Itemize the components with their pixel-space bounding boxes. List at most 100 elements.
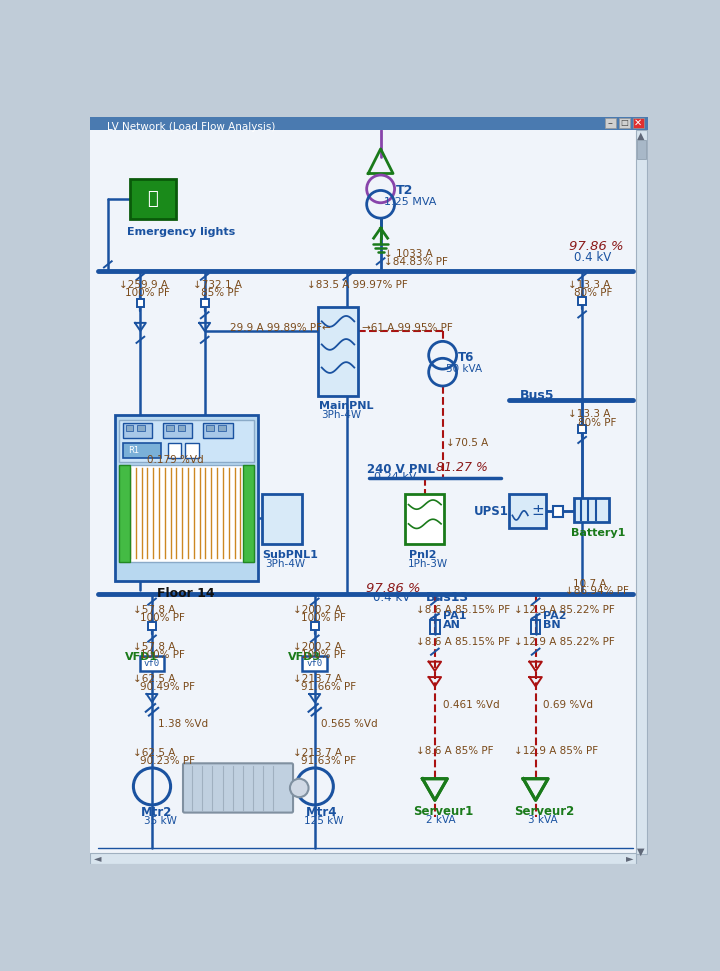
Polygon shape <box>423 779 447 800</box>
Bar <box>168 443 181 458</box>
Text: □: □ <box>620 118 628 127</box>
Text: 100% PF: 100% PF <box>125 288 170 298</box>
Bar <box>405 494 444 544</box>
Text: 50 kVA: 50 kVA <box>446 364 482 375</box>
Bar <box>243 465 253 561</box>
Text: ◄: ◄ <box>94 854 102 863</box>
Bar <box>201 299 209 307</box>
Text: T6: T6 <box>458 352 474 364</box>
Text: 81.27 %: 81.27 % <box>436 461 488 475</box>
Text: Serveur2: Serveur2 <box>514 805 574 818</box>
Bar <box>554 506 563 517</box>
Text: VFD3: VFD3 <box>287 653 320 662</box>
Text: 2 kVA: 2 kVA <box>426 815 455 825</box>
Bar <box>578 297 586 305</box>
Bar <box>126 425 133 431</box>
Bar <box>114 416 258 581</box>
Text: 10.7 A: 10.7 A <box>573 579 606 588</box>
Text: 1Ph-3W: 1Ph-3W <box>408 559 448 569</box>
Text: 100% PF: 100% PF <box>140 651 185 660</box>
Text: Mtr2: Mtr2 <box>141 807 173 820</box>
Bar <box>184 443 199 458</box>
Text: ↓84.83% PF: ↓84.83% PF <box>384 257 448 267</box>
Text: 29.9 A 99.89% PF←: 29.9 A 99.89% PF← <box>230 323 330 333</box>
Text: Serveur1: Serveur1 <box>413 805 474 818</box>
Text: 1.38 %Vd: 1.38 %Vd <box>158 719 208 728</box>
Text: UPS1: UPS1 <box>474 505 508 518</box>
Text: 0.24 kV: 0.24 kV <box>374 472 417 483</box>
Text: ↓200.2 A: ↓200.2 A <box>293 642 342 652</box>
Text: ↓57.8 A: ↓57.8 A <box>132 642 175 652</box>
Polygon shape <box>523 779 548 800</box>
Text: ↓8.6 A 85% PF: ↓8.6 A 85% PF <box>415 747 493 756</box>
Bar <box>138 425 145 431</box>
Text: VFD1: VFD1 <box>125 653 158 662</box>
Text: vf0: vf0 <box>307 658 323 668</box>
Bar <box>122 423 152 438</box>
Text: ↓70.5 A: ↓70.5 A <box>446 438 489 449</box>
Text: 97.86 %: 97.86 % <box>569 240 624 252</box>
Bar <box>618 118 630 128</box>
Bar <box>636 130 647 854</box>
Text: R1: R1 <box>129 447 140 455</box>
Text: Emergency lights: Emergency lights <box>127 226 235 237</box>
Text: ▲: ▲ <box>637 131 645 141</box>
Text: Pnl2: Pnl2 <box>408 550 436 560</box>
Bar <box>575 498 609 522</box>
Text: ↓259.9 A: ↓259.9 A <box>119 280 168 289</box>
Text: 91.66% PF: 91.66% PF <box>301 683 356 692</box>
Text: 0.461 %Vd: 0.461 %Vd <box>443 700 499 710</box>
Bar <box>632 118 644 128</box>
Text: 85% PF: 85% PF <box>201 288 239 298</box>
Text: LV Network (Load Flow Analysis): LV Network (Load Flow Analysis) <box>107 121 276 131</box>
Bar <box>90 117 648 130</box>
Bar <box>262 494 302 544</box>
Text: ↓ 1033 A: ↓ 1033 A <box>384 249 433 259</box>
Text: ►: ► <box>626 854 634 863</box>
Bar <box>302 655 327 671</box>
Bar <box>637 140 646 159</box>
Text: 1.25 MVA: 1.25 MVA <box>384 196 437 207</box>
Text: 80% PF: 80% PF <box>578 418 616 427</box>
Text: 91.63% PF: 91.63% PF <box>301 756 356 766</box>
Text: 100% PF: 100% PF <box>301 651 346 660</box>
Text: 97.86 %: 97.86 % <box>366 582 420 594</box>
Bar <box>120 465 130 561</box>
Text: MainPNL: MainPNL <box>320 401 374 411</box>
Bar <box>206 425 214 431</box>
Text: ↓12.9 A 85% PF: ↓12.9 A 85% PF <box>514 747 598 756</box>
Text: 0.69 %Vd: 0.69 %Vd <box>544 700 593 710</box>
Bar <box>508 494 546 528</box>
Text: ↓86.94% PF: ↓86.94% PF <box>565 586 629 596</box>
Text: ↓732.1 A: ↓732.1 A <box>193 280 242 289</box>
Text: 90.23% PF: 90.23% PF <box>140 756 195 766</box>
Text: ▼: ▼ <box>637 847 645 856</box>
Text: ↓13.3 A: ↓13.3 A <box>568 280 611 289</box>
Text: 🚶: 🚶 <box>148 190 158 208</box>
Bar <box>137 299 144 307</box>
Text: 0.4 kV: 0.4 kV <box>373 590 410 604</box>
Text: Mtr4: Mtr4 <box>305 807 337 820</box>
Text: PA1: PA1 <box>443 611 466 620</box>
Text: 3Ph-4W: 3Ph-4W <box>265 559 305 569</box>
Bar <box>120 465 253 561</box>
Text: ↓213.7 A: ↓213.7 A <box>293 748 342 758</box>
Text: 0.565 %Vd: 0.565 %Vd <box>321 719 377 728</box>
Bar <box>122 443 161 458</box>
Text: ↓12.9 A 85.22% PF: ↓12.9 A 85.22% PF <box>514 637 615 647</box>
Text: AN: AN <box>443 619 461 630</box>
Bar <box>163 423 192 438</box>
Text: ↓200.2 A: ↓200.2 A <box>293 605 342 615</box>
Text: –: – <box>608 117 613 127</box>
Circle shape <box>290 779 309 797</box>
Bar <box>148 622 156 630</box>
Text: →61 A 99.95% PF: →61 A 99.95% PF <box>362 323 453 333</box>
Text: 35 kW: 35 kW <box>144 817 177 826</box>
Text: 90.49% PF: 90.49% PF <box>140 683 195 692</box>
Bar <box>431 620 439 634</box>
Text: 100% PF: 100% PF <box>301 613 346 623</box>
Text: 125 kW: 125 kW <box>304 817 343 826</box>
Text: PA2: PA2 <box>544 611 567 620</box>
Text: Floor 14: Floor 14 <box>158 587 215 600</box>
Text: 240 V PNL: 240 V PNL <box>367 463 436 476</box>
